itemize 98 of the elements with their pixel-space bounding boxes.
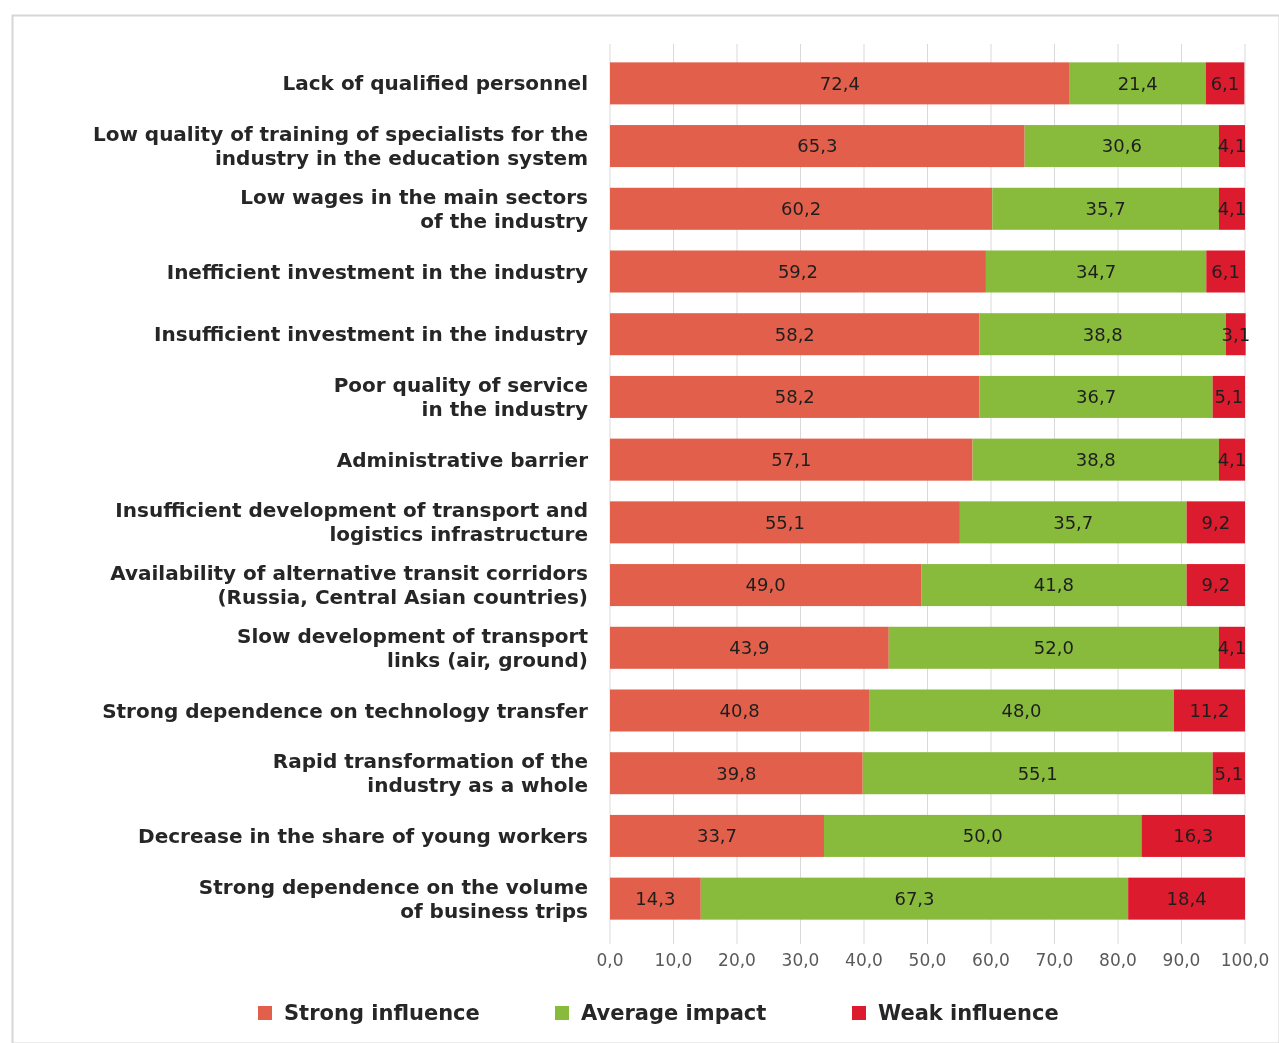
bar [921,564,1187,607]
x-tick-label: 30,0 [781,950,820,970]
bar [610,250,986,293]
y-tick-label: Strong dependence on technology transfer [102,698,589,723]
bar [610,375,980,418]
data-label: 9,2 [1201,511,1231,533]
data-label: 67,3 [894,887,935,909]
data-label: 33,7 [696,825,738,847]
data-label: 58,2 [774,386,815,408]
y-tick-label: Lack of qualified personnel [282,71,588,96]
bar [1206,250,1245,293]
data-label: 55,1 [764,511,805,533]
data-label: 52,0 [1033,637,1074,659]
bar [979,375,1213,418]
y-tick-label: Decrease in the share of young workers [138,823,588,848]
bar [610,752,863,795]
data-label: 6,1 [1210,72,1240,94]
bar [610,626,889,669]
data-label: 50,0 [962,825,1003,847]
y-tick-label: Strong dependence on the volume of business trips [198,874,588,923]
y-tick-label: Low wages in the main sectors of the industry [240,184,588,233]
data-label: 65,3 [797,135,838,157]
data-label: 34,7 [1076,260,1117,282]
legend-label: Weak influence [878,1001,1059,1026]
data-label: 36,7 [1076,386,1117,408]
bar [610,877,701,920]
bar [959,501,1187,544]
y-tick-label: Insufficient investment in the industry [154,322,588,347]
data-label: 16,3 [1173,825,1214,847]
data-label: 6,1 [1211,260,1240,282]
data-label: 38,8 [1075,448,1116,470]
x-tick-label: 100,0 [1220,950,1270,970]
y-tick-label: Low quality of training of specialists for the industry in the education system [92,122,588,171]
bar [1186,501,1245,544]
y-tick-label: Slow development of transport links (air, ground) [237,623,589,672]
bar [1186,564,1245,607]
bar [1141,814,1245,857]
bar [1128,877,1245,920]
data-label: 11,2 [1189,699,1230,721]
x-tick-label: 90,0 [1162,950,1201,970]
data-label: 9,2 [1201,574,1231,596]
x-tick-label: 60,0 [972,950,1010,970]
bar [610,689,870,732]
data-label: 5,1 [1214,762,1244,784]
x-tick-label: 80,0 [1099,950,1137,970]
x-tick-label: 50,0 [908,950,947,970]
data-label: 49,0 [745,574,786,596]
data-label: 48,0 [1001,699,1042,721]
bar [610,313,980,356]
data-label: 72,4 [819,72,860,94]
bar [992,187,1219,230]
x-tick-label: 70,0 [1035,950,1074,970]
data-label: 14,3 [635,887,676,909]
data-label: 5,1 [1214,386,1244,408]
data-label: 35,7 [1053,511,1094,533]
x-tick-label: 0,0 [596,950,624,970]
legend-label: Strong influence [284,1001,480,1026]
y-tick-label: Availability of alternative transit corridors (Russia, Central Asian countries) [110,561,588,610]
y-tick-label: Rapid transformation of the industry as a whole [272,749,588,798]
legend-label: Average impact [581,1001,767,1026]
bar [610,187,993,230]
data-label: 35,7 [1085,198,1126,220]
y-tick-label: Insufficient development of transport and logistics infrastructure [115,498,588,547]
data-label: 21,4 [1117,72,1158,94]
bar [610,814,824,857]
data-label: 40,8 [719,699,760,721]
data-label: 38,8 [1082,323,1123,345]
bar [700,877,1129,920]
bar [610,438,973,481]
bar [985,250,1207,293]
bar [610,564,922,607]
data-label: 57,1 [771,448,812,470]
data-label: 30,6 [1101,135,1142,157]
bar [610,501,960,544]
data-label: 59,2 [777,260,818,282]
bar [1024,125,1219,168]
x-tick-label: 40,0 [845,950,883,970]
data-label: 41,8 [1033,574,1074,596]
data-label: 39,8 [716,762,757,784]
data-label: 55,1 [1017,762,1058,784]
bar [888,626,1219,669]
y-tick-label: Poor quality of service in the industry [333,372,588,421]
bar [610,125,1025,168]
data-label: 60,2 [781,198,822,220]
data-label: 43,9 [729,637,770,659]
bar [824,814,1142,857]
x-tick-label: 20,0 [718,950,756,970]
x-tick-label: 10,0 [654,950,693,970]
data-label: 18,4 [1166,887,1207,909]
bar [1069,62,1206,105]
bar [1173,689,1245,732]
bar [862,752,1213,795]
bar [869,689,1174,732]
y-tick-label: Administrative barrier [336,447,589,472]
y-tick-label: Inefficient investment in the industry [166,259,588,284]
bar [972,438,1219,481]
data-label: 58,2 [774,323,815,345]
bar [610,62,1070,105]
